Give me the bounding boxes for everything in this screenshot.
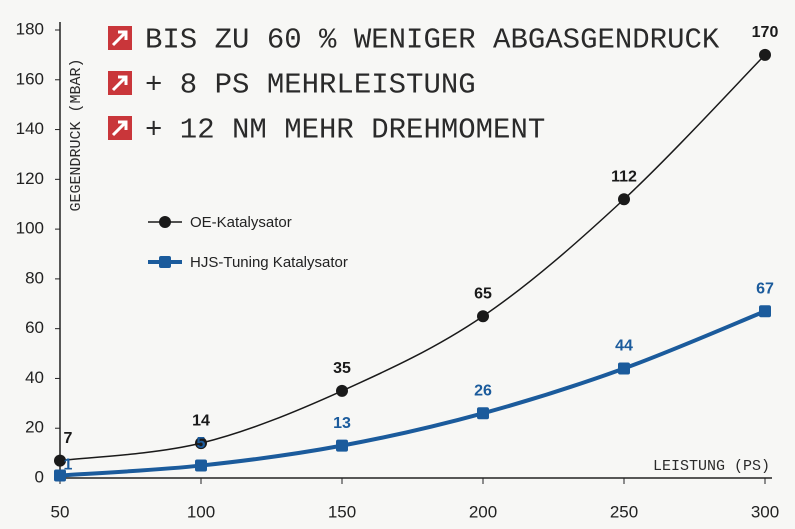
series-line [59, 309, 766, 478]
x-tick-label: 300 [751, 502, 779, 521]
headline: + 12 NM MEHR DREHMOMENT [145, 114, 545, 147]
point [195, 437, 207, 450]
point [336, 439, 348, 452]
legend-marker [159, 256, 171, 268]
y-tick-label: 20 [25, 418, 44, 437]
data-label: 14 [192, 412, 210, 429]
y-tick-label: 60 [25, 318, 44, 337]
y-tick-label: 140 [16, 119, 44, 138]
y-tick-label: 80 [25, 268, 44, 287]
x-tick-label: 250 [610, 502, 638, 521]
y-tick-label: 120 [16, 169, 44, 188]
bullet-arrow [111, 30, 128, 47]
legend-marker [159, 216, 171, 228]
legend-label: HJS-Tuning Katalysator [190, 254, 348, 271]
headline: BIS ZU 60 % WENIGER ABGASGENDRUCK [145, 24, 720, 57]
x-axis-label: LEISTUNG (PS) [653, 458, 770, 475]
data-label: 1 [64, 457, 73, 474]
data-label: 67 [756, 280, 774, 297]
data-label: 26 [474, 383, 492, 400]
point [759, 48, 771, 61]
data-label: 170 [752, 24, 779, 41]
point [618, 193, 630, 206]
point [54, 469, 66, 482]
data-label: 65 [474, 285, 492, 302]
point [759, 305, 771, 318]
y-tick-label: 0 [35, 467, 44, 486]
point [336, 384, 348, 397]
data-label: 35 [333, 360, 351, 377]
data-label: 44 [615, 338, 633, 355]
data-label: 5 [197, 435, 206, 452]
y-tick-label: 180 [16, 19, 44, 38]
y-tick-label: 40 [25, 368, 44, 387]
headline: + 8 PS MEHRLEISTUNG [145, 69, 476, 102]
point [477, 310, 489, 323]
point [477, 407, 489, 420]
point [195, 459, 207, 472]
point [618, 362, 630, 375]
x-tick-label: 200 [469, 502, 497, 521]
y-axis-label: GEGENDRUCK (MBAR) [68, 58, 85, 211]
y-tick-label: 160 [16, 69, 44, 88]
bullet-arrow [111, 75, 128, 92]
data-label: 7 [64, 430, 73, 447]
point [54, 454, 66, 467]
x-tick-label: 50 [51, 502, 70, 521]
legend-label: OE-Katalysator [190, 214, 292, 231]
data-label: 112 [611, 168, 637, 185]
x-tick-label: 100 [187, 502, 215, 521]
bullet-arrow [111, 120, 128, 137]
data-label: 13 [333, 415, 351, 432]
x-tick-label: 150 [328, 502, 356, 521]
y-tick-label: 100 [16, 219, 44, 238]
